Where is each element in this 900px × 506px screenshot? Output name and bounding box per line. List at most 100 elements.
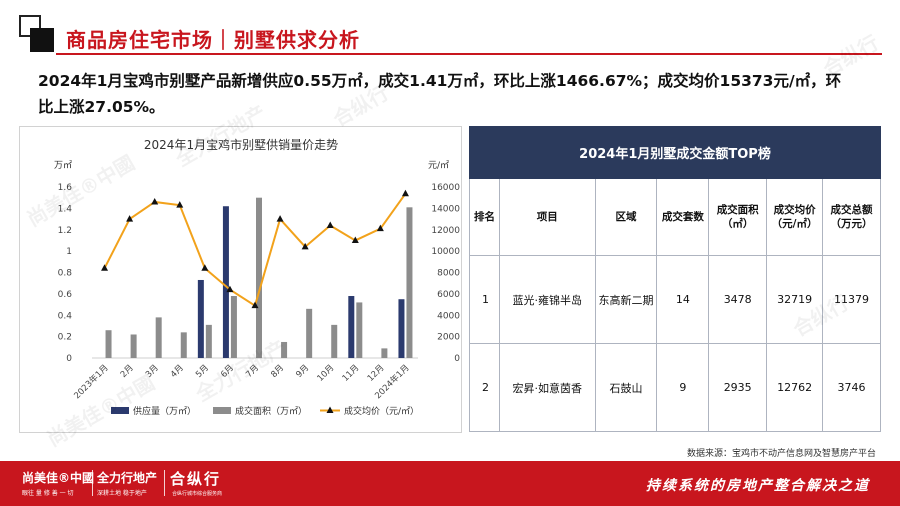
y-left-tick-label: 0.2	[58, 333, 72, 343]
headline-line-1: 2024年1月宝鸡市别墅产品新增供应0.55万㎡，成交1.41万㎡，环比上涨14…	[38, 72, 842, 90]
cell-project: 宏昇·如意茵香	[498, 343, 596, 432]
price-point	[251, 301, 259, 309]
price-point	[226, 285, 234, 293]
table-row: 1 蓝光·雍锦半岛 东高新二期 14 3478 32719 11379	[469, 255, 881, 344]
footer-slogan: 持续系统的房地产整合解决之道	[646, 478, 870, 494]
price-point	[326, 221, 334, 228]
bar-deal-area	[205, 324, 212, 358]
col-header-rank: 排名	[469, 178, 500, 256]
x-tick-label: 9月	[294, 363, 311, 380]
cell-area: 东高新二期	[594, 255, 658, 344]
cell-avg-price: 32719	[766, 255, 824, 344]
footer-brand-3: 合纵行	[170, 470, 222, 488]
header-divider	[56, 53, 882, 55]
x-tick-label: 12月	[366, 363, 387, 384]
cell-total: 3746	[822, 343, 881, 432]
bar-supply	[222, 206, 229, 358]
cell-rank: 1	[469, 255, 500, 344]
cell-rank: 2	[469, 343, 500, 432]
x-tick-label: 6月	[219, 363, 236, 380]
price-point	[101, 264, 109, 271]
page-title: 商品房住宅市场｜别墅供求分析	[66, 28, 360, 52]
y-right-tick-label: 14000	[431, 204, 460, 214]
legend-swatch-price-point	[326, 406, 334, 413]
y-left-unit: 万㎡	[54, 160, 72, 171]
chart-title: 2024年1月宝鸡市别墅供销量价走势	[144, 137, 338, 152]
price-point	[201, 264, 209, 271]
legend-label-supply: 供应量（万㎡）	[133, 405, 196, 417]
bar-deal-area	[180, 332, 187, 358]
headline-line-2: 比上涨27.05%。	[38, 98, 165, 116]
y-left-tick-label: 1.6	[58, 183, 73, 193]
cell-avg-price: 12762	[766, 343, 824, 432]
top-table: 2024年1月别墅成交金额TOP榜 排名 项目 区域 成交套数 成交面积（㎡） …	[469, 126, 881, 432]
y-right-tick-label: 6000	[437, 290, 460, 300]
bar-deal-area	[256, 197, 262, 358]
footer-separator	[164, 470, 165, 496]
y-right-tick-label: 2000	[437, 333, 460, 343]
y-left-tick-label: 1.4	[58, 204, 73, 214]
bar-supply	[197, 279, 204, 358]
x-tick-label: 2月	[119, 363, 136, 380]
footer-brand-3-sub: 合纵行城市综合服务商	[172, 491, 223, 497]
cell-deal-area: 3478	[708, 255, 768, 344]
x-tick-label: 8月	[269, 363, 286, 380]
y-right-unit: 元/㎡	[428, 160, 449, 171]
cell-project: 蓝光·雍锦半岛	[498, 255, 596, 344]
cell-deal-area: 2935	[708, 343, 768, 432]
bar-deal-area	[406, 207, 413, 358]
col-header-area: 区域	[594, 178, 658, 256]
footer-brand-1-sub: 眼往 量 修 善 一 切	[22, 490, 74, 497]
x-tick-label: 10月	[316, 363, 337, 384]
bar-deal-area	[331, 324, 338, 358]
y-right-tick-label: 0	[454, 354, 460, 364]
y-right-tick-label: 10000	[431, 247, 460, 257]
x-tick-label: 7月	[244, 363, 261, 380]
x-tick-label: 2023年1月	[72, 362, 111, 401]
y-right-tick-label: 16000	[431, 183, 460, 193]
table-header-row: 排名 项目 区域 成交套数 成交面积（㎡） 成交均价（元/㎡） 成交总额（万元）	[469, 178, 881, 256]
footer-brand-2-sub: 深耕土地 稳于地产	[97, 490, 147, 497]
footer-brand-2: 全力行地产	[97, 471, 158, 485]
price-point	[276, 215, 284, 222]
bar-deal-area	[130, 334, 137, 358]
y-left-tick-label: 0.8	[58, 269, 73, 279]
col-header-project: 项目	[498, 178, 596, 256]
y-right-tick-label: 8000	[437, 269, 460, 279]
cell-units: 14	[656, 255, 710, 344]
price-point	[401, 189, 409, 197]
bar-supply	[348, 296, 355, 358]
cell-area: 石鼓山	[594, 343, 658, 432]
price-line	[103, 193, 407, 308]
header-square-fill	[30, 28, 54, 52]
footer-brand-1: 尚美佳®中國	[22, 471, 95, 485]
y-left-tick-label: 1	[66, 247, 72, 257]
col-header-total: 成交总额（万元）	[822, 178, 881, 256]
table-caption: 2024年1月别墅成交金额TOP榜	[469, 126, 881, 179]
y-right-tick-label: 4000	[437, 311, 460, 321]
footer-separator	[92, 470, 93, 496]
price-point	[301, 242, 309, 250]
bar-deal-area	[155, 317, 162, 358]
bar-deal-area	[381, 348, 388, 358]
col-header-deal-area: 成交面积（㎡）	[708, 178, 768, 256]
col-header-units: 成交套数	[656, 178, 710, 256]
cell-units: 9	[656, 343, 710, 432]
bar-deal-area	[356, 302, 363, 358]
x-tick-label: 3月	[144, 363, 161, 380]
bar-supply	[398, 299, 405, 358]
bar-deal-area	[306, 308, 313, 358]
headline: 2024年1月宝鸡市别墅产品新增供应0.55万㎡，成交1.41万㎡，环比上涨14…	[38, 68, 878, 120]
price-point	[351, 236, 359, 243]
legend-label-price: 成交均价（元/㎡）	[344, 405, 419, 417]
bar-deal-area	[230, 296, 237, 358]
price-point	[176, 201, 184, 208]
col-header-avg-price: 成交均价（元/㎡）	[766, 178, 824, 256]
y-left-tick-label: 1.2	[58, 226, 72, 236]
bar-deal-area	[281, 341, 288, 358]
x-tick-label: 11月	[341, 363, 362, 384]
price-point	[151, 197, 159, 205]
x-tick-label: 5月	[194, 363, 211, 380]
y-left-tick-label: 0.4	[58, 311, 73, 321]
